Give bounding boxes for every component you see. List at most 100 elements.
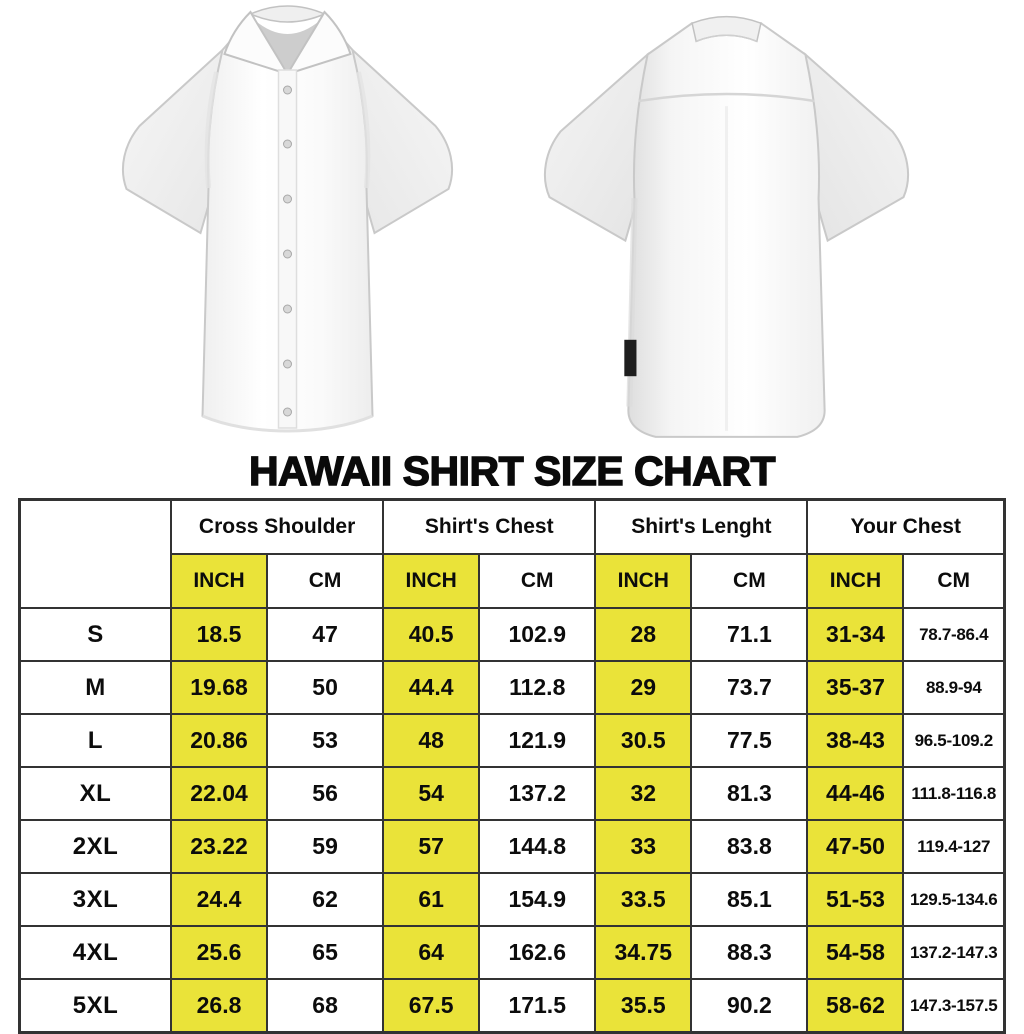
group-header-row: Cross Shoulder Shirt's Chest Shirt's Len… — [18, 498, 1006, 609]
shirts-lenght-inch: 32 — [594, 766, 693, 821]
shirts-lenght-cm: 90.2 — [690, 978, 809, 1034]
cross-shoulder-cm: 68 — [265, 978, 385, 1034]
your-chest-inch: 47-50 — [806, 819, 905, 874]
shirts-chest-cm: 171.5 — [478, 978, 597, 1034]
unit-header-inch: INCH — [594, 553, 693, 609]
shirts-chest-cm: 121.9 — [478, 713, 597, 768]
size-label: 5XL — [18, 978, 173, 1034]
cross-shoulder-cm: 47 — [265, 607, 385, 662]
your-chest-cm: 129.5-134.6 — [902, 872, 1006, 927]
shirts-lenght-inch: 33 — [594, 819, 693, 874]
your-chest-cm: 137.2-147.3 — [902, 925, 1006, 980]
cross-shoulder-cm: 50 — [265, 660, 385, 715]
shirts-lenght-cm: 77.5 — [690, 713, 809, 768]
front-shading-left — [204, 71, 219, 189]
unit-header-cm: CM — [902, 553, 1006, 609]
size-label: XL — [18, 766, 173, 821]
cross-shoulder-inch: 24.4 — [170, 872, 268, 927]
col-group-shirts-lenght: Shirt's Lenght — [594, 498, 809, 555]
cross-shoulder-inch: 19.68 — [170, 660, 268, 715]
shirts-lenght-inch: 29 — [594, 660, 693, 715]
front-neck-shadow — [254, 20, 321, 72]
front-collar-band — [248, 5, 327, 23]
shirts-lenght-inch: 34.75 — [594, 925, 693, 980]
shirts-chest-cm: 137.2 — [478, 766, 597, 821]
shirts-lenght-cm: 88.3 — [690, 925, 809, 980]
size-label: S — [18, 607, 173, 662]
cross-shoulder-inch: 18.5 — [170, 607, 268, 662]
cross-shoulder-inch: 26.8 — [170, 978, 268, 1034]
shirts-lenght-cm: 81.3 — [690, 766, 809, 821]
shirts-chest-inch: 67.5 — [382, 978, 481, 1034]
back-yoke-seam — [638, 92, 815, 103]
your-chest-cm: 96.5-109.2 — [902, 713, 1006, 768]
your-chest-cm: 111.8-116.8 — [902, 766, 1006, 821]
your-chest-inch: 58-62 — [806, 978, 905, 1034]
your-chest-inch: 44-46 — [806, 766, 905, 821]
shirt-front-image — [121, 5, 454, 433]
size-label: 4XL — [18, 925, 173, 980]
shirts-lenght-inch: 28 — [594, 607, 693, 662]
size-label: M — [18, 660, 173, 715]
back-hem-tag — [624, 339, 637, 377]
cross-shoulder-cm: 62 — [265, 872, 385, 927]
size-chart-table: Cross Shoulder Shirt's Chest Shirt's Len… — [18, 498, 1006, 1034]
your-chest-cm: 147.3-157.5 — [902, 978, 1006, 1034]
corner-cell — [18, 498, 173, 609]
front-hem-shadow — [201, 414, 374, 433]
shirts-chest-inch: 57 — [382, 819, 481, 874]
your-chest-inch: 51-53 — [806, 872, 905, 927]
shirts-lenght-cm: 73.7 — [690, 660, 809, 715]
unit-header-cm: CM — [478, 553, 597, 609]
shirts-lenght-inch: 30.5 — [594, 713, 693, 768]
table-row-2xl: 2XL 23.22 59 57 144.8 33 83.8 47-50 119.… — [18, 819, 1006, 874]
your-chest-inch: 31-34 — [806, 607, 905, 662]
cross-shoulder-inch: 25.6 — [170, 925, 268, 980]
back-collar-stitch — [695, 34, 758, 43]
unit-header-inch: INCH — [170, 553, 268, 609]
shirts-chest-inch: 40.5 — [382, 607, 481, 662]
size-label: 3XL — [18, 872, 173, 927]
table-row-4xl: 4XL 25.6 65 64 162.6 34.75 88.3 54-58 13… — [18, 925, 1006, 980]
your-chest-inch: 35-37 — [806, 660, 905, 715]
shirts-chest-inch: 48 — [382, 713, 481, 768]
your-chest-cm: 78.7-86.4 — [902, 607, 1006, 662]
shirts-lenght-inch: 35.5 — [594, 978, 693, 1034]
cross-shoulder-inch: 23.22 — [170, 819, 268, 874]
unit-header-inch: INCH — [806, 553, 905, 609]
size-label: L — [18, 713, 173, 768]
unit-header-inch: INCH — [382, 553, 481, 609]
table-row-xl: XL 22.04 56 54 137.2 32 81.3 44-46 111.8… — [18, 766, 1006, 821]
front-placket — [277, 69, 298, 429]
unit-header-cm: CM — [690, 553, 809, 609]
shirt-images — [0, 0, 1024, 448]
your-chest-inch: 38-43 — [806, 713, 905, 768]
col-group-your-chest: Your Chest — [806, 498, 1006, 555]
front-shading-right — [356, 71, 371, 189]
shirts-chest-cm: 162.6 — [478, 925, 597, 980]
front-buttons — [283, 85, 292, 417]
unit-header-cm: CM — [265, 553, 385, 609]
table-row-m: M 19.68 50 44.4 112.8 29 73.7 35-37 88.9… — [18, 660, 1006, 715]
shirts-chest-inch: 64 — [382, 925, 481, 980]
page-title: HAWAII SHIRT SIZE CHART — [248, 447, 776, 494]
cross-shoulder-inch: 22.04 — [170, 766, 268, 821]
your-chest-cm: 119.4-127 — [902, 819, 1006, 874]
unit-header-row: INCH CM INCH CM INCH CM INCH CM — [20, 553, 1006, 609]
shirts-chest-cm: 102.9 — [478, 607, 597, 662]
cross-shoulder-cm: 53 — [265, 713, 385, 768]
your-chest-inch: 54-58 — [806, 925, 905, 980]
shirts-lenght-cm: 71.1 — [690, 607, 809, 662]
shirts-lenght-cm: 85.1 — [690, 872, 809, 927]
size-label: 2XL — [18, 819, 173, 874]
shirt-back-image — [543, 15, 910, 438]
shirts-lenght-cm: 83.8 — [690, 819, 809, 874]
shirts-chest-cm: 144.8 — [478, 819, 597, 874]
table-row-3xl: 3XL 24.4 62 61 154.9 33.5 85.1 51-53 129… — [18, 872, 1006, 927]
back-right-sleeve — [804, 52, 910, 243]
table-row-l: L 20.86 53 48 121.9 30.5 77.5 38-43 96.5… — [18, 713, 1006, 768]
your-chest-cm: 88.9-94 — [902, 660, 1006, 715]
table-row-5xl: 5XL 26.8 68 67.5 171.5 35.5 90.2 58-62 1… — [18, 978, 1006, 1034]
shirts-lenght-inch: 33.5 — [594, 872, 693, 927]
